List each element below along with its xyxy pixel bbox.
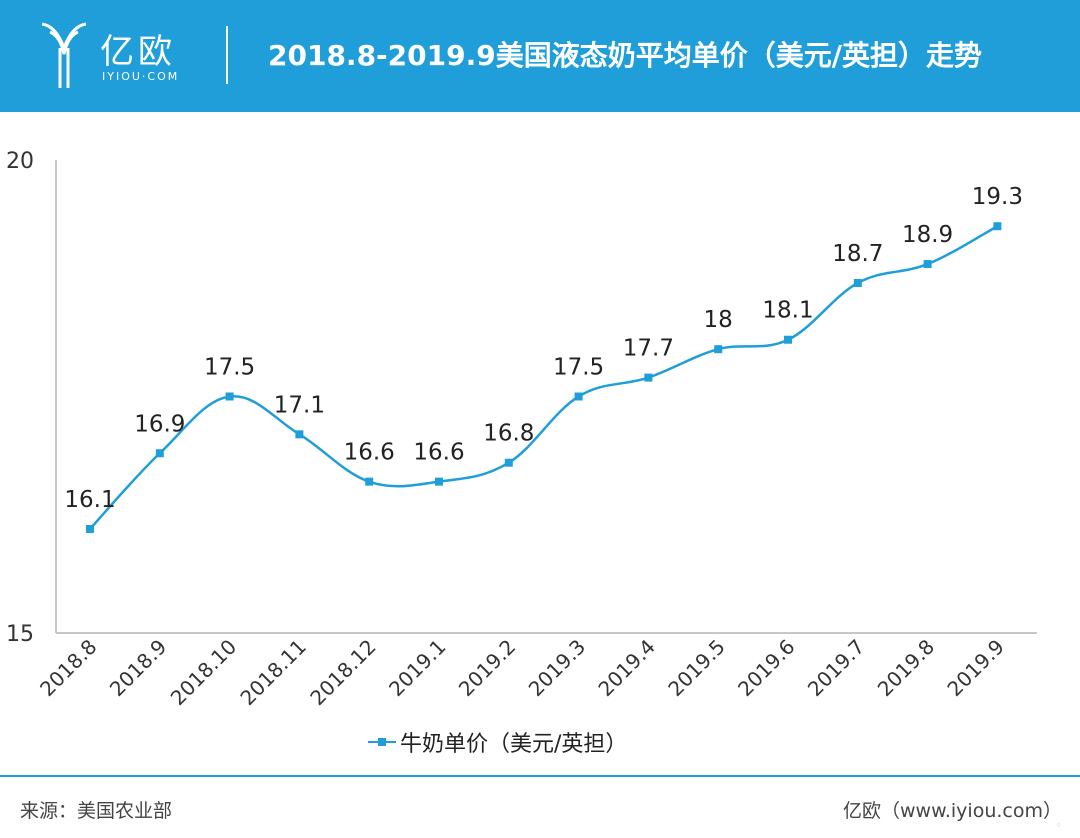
logo-text: 亿欧 (100, 32, 176, 72)
x-tick-label: 2018.9 (105, 635, 171, 701)
x-tick-label: 2018.10 (166, 635, 241, 710)
logo-mark-icon (41, 22, 87, 88)
x-tick-label: 2018.8 (35, 635, 101, 701)
x-tick-label: 2019.2 (454, 635, 520, 701)
data-label: 16.6 (344, 440, 395, 466)
data-point (295, 430, 304, 439)
data-point (504, 458, 513, 467)
corner-mark-icon: ◦ (1055, 819, 1063, 832)
header-banner: 亿欧 IYIOU·COM 2018.8-2019.9美国液态奶平均单价（美元/英… (0, 0, 1080, 112)
data-point (155, 449, 164, 458)
data-label: 16.9 (134, 411, 185, 437)
x-tick-label: 2019.7 (803, 635, 869, 701)
data-label: 17.7 (623, 336, 674, 362)
data-label: 19.3 (972, 184, 1023, 210)
data-label: 16.6 (413, 440, 464, 466)
y-tick-label: 15 (6, 622, 34, 647)
data-point (714, 345, 723, 354)
x-tick-label: 2019.1 (384, 635, 450, 701)
x-tick-label: 2019.8 (873, 635, 939, 701)
data-label: 17.5 (204, 355, 255, 381)
data-label: 16.8 (483, 421, 534, 447)
data-point (644, 373, 653, 382)
data-point (574, 392, 583, 401)
data-point (225, 392, 234, 401)
x-tick-label: 2019.3 (524, 635, 590, 701)
data-label: 18 (704, 307, 733, 333)
logo-subtext: IYIOU·COM (102, 70, 180, 83)
x-tick-label: 2019.4 (593, 635, 659, 701)
brand-logo: 亿欧 IYIOU·COM (38, 18, 198, 94)
site-credit: 亿欧（www.iyiou.com） (842, 800, 1062, 822)
legend-label: 牛奶单价（美元/英担） (400, 732, 628, 757)
x-tick-label: 2018.12 (305, 635, 380, 710)
data-label: 17.1 (274, 392, 325, 418)
header-divider (226, 26, 228, 84)
legend-marker-swatch (378, 738, 386, 746)
footer-divider (0, 775, 1080, 777)
x-tick-label: 2019.5 (663, 635, 729, 701)
y-tick-label: 20 (6, 149, 34, 174)
x-tick-label: 2019.9 (942, 635, 1008, 701)
page-title: 2018.8-2019.9美国液态奶平均单价（美元/英担）走势 (268, 39, 982, 72)
data-label: 18.9 (902, 222, 953, 248)
data-point (853, 278, 862, 287)
x-tick-label: 2019.6 (733, 635, 799, 701)
source-note: 来源：美国农业部 (20, 800, 173, 822)
data-point (993, 222, 1002, 231)
data-point (923, 260, 932, 269)
data-label: 18.1 (762, 298, 813, 324)
data-label: 17.5 (553, 355, 604, 381)
x-tick-label: 2018.11 (235, 635, 310, 710)
data-point (86, 524, 94, 533)
data-label: 16.1 (64, 487, 115, 513)
data-point (784, 335, 792, 344)
data-point (365, 477, 374, 486)
data-point (435, 477, 443, 486)
line-chart: 15 20 16.1 16.9 17.5 17.1 16.6 16.6 16.8 17.5 17.7… (6, 149, 1037, 710)
data-label: 18.7 (832, 241, 883, 267)
